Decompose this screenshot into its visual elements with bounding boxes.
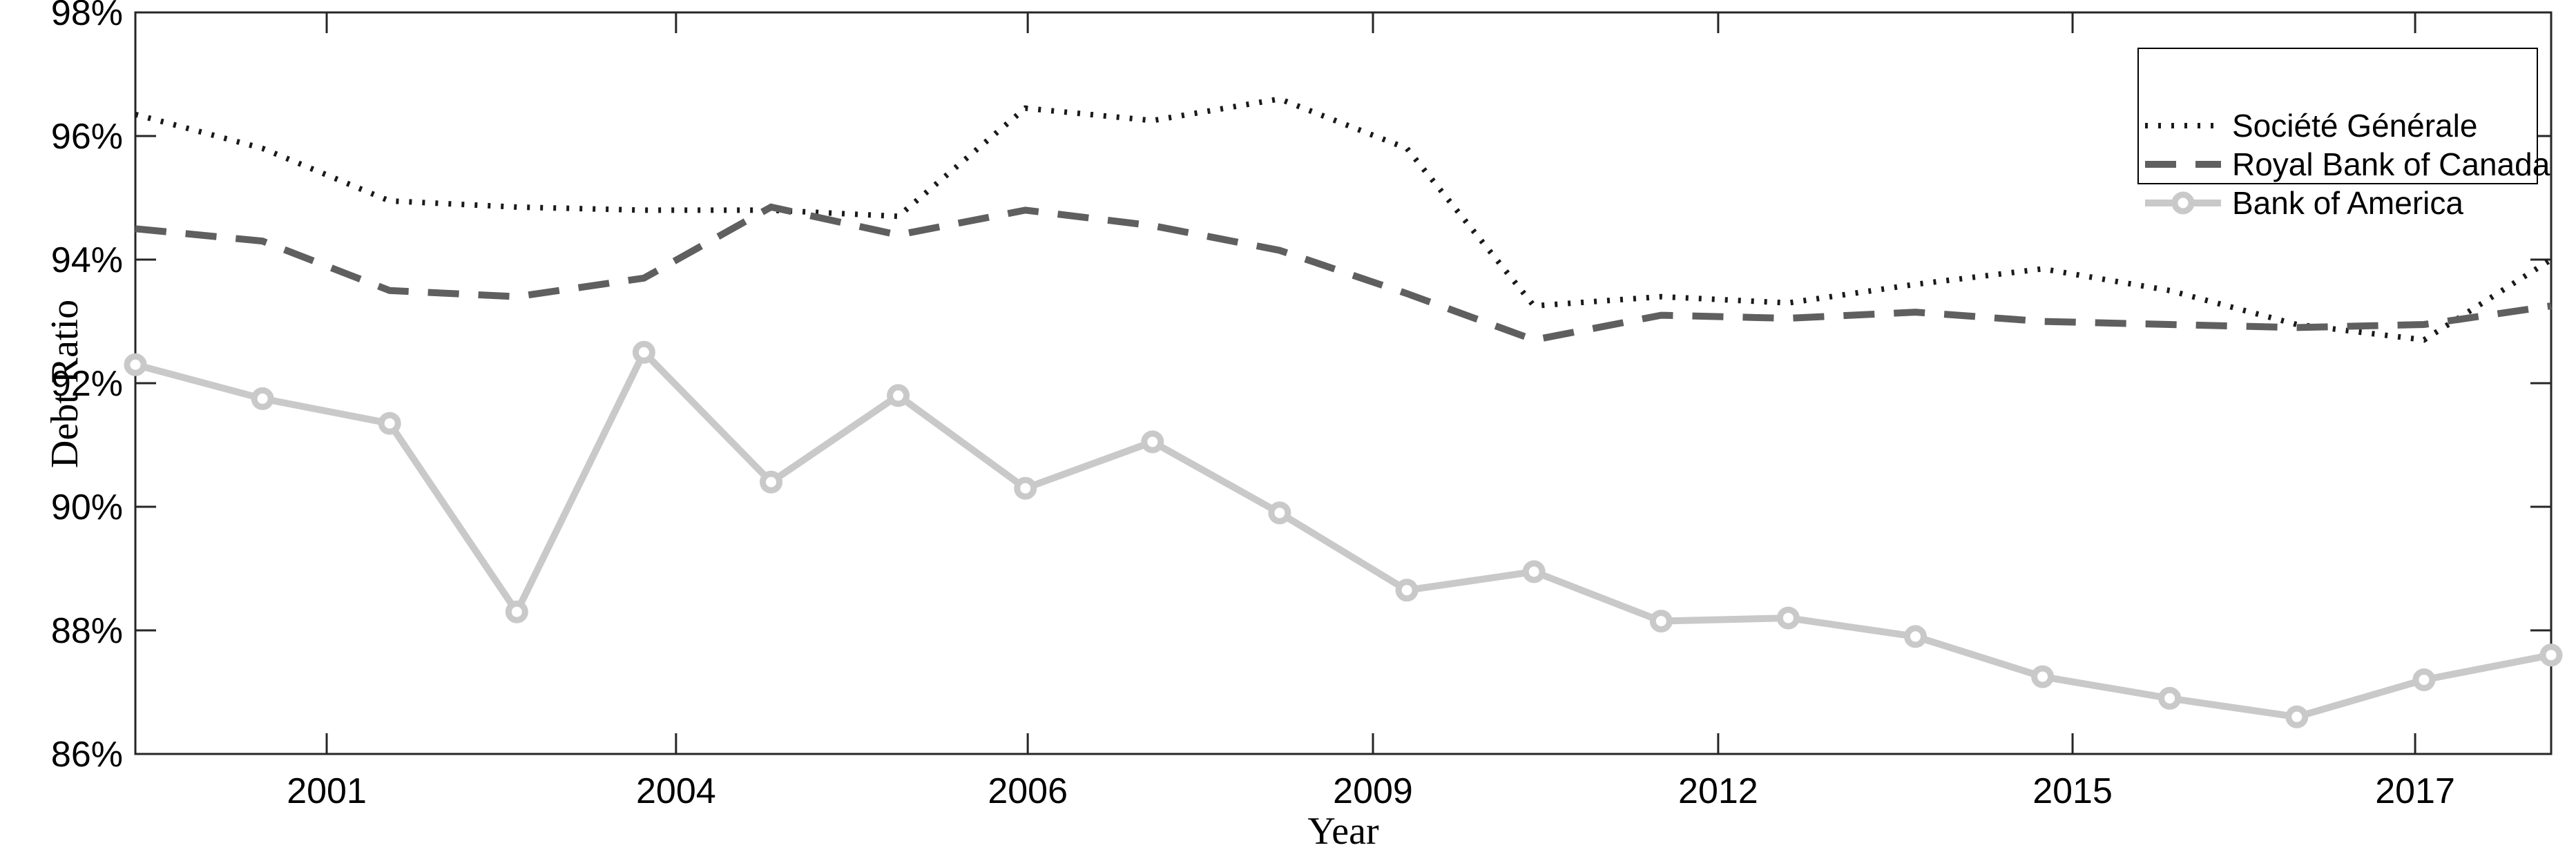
y-tick-label: 92% — [51, 364, 123, 404]
series-marker — [1268, 501, 1291, 525]
x-tick-label: 2017 — [2375, 771, 2455, 811]
series-marker — [1776, 606, 1800, 630]
series-marker — [1395, 579, 1419, 602]
legend-marker-sample — [2171, 191, 2195, 215]
series-marker — [1014, 476, 1037, 500]
series-line — [134, 346, 2552, 721]
series-marker — [505, 600, 528, 623]
series-marker — [2412, 668, 2436, 692]
x-tick-label: 2006 — [988, 771, 1068, 811]
legend-item-bank-of-america: Bank of America — [2145, 185, 2463, 221]
legend-item-royal-bank-of-canada: Royal Bank of Canada — [2145, 146, 2550, 182]
x-tick-label: 2012 — [1678, 771, 1758, 811]
y-tick-label: 94% — [51, 240, 123, 280]
x-axis-label: Year — [1307, 810, 1379, 852]
x-tick-label: 2001 — [287, 771, 367, 811]
y-axis-label: Debt Ratio — [44, 300, 86, 468]
x-axis-ticks: 2001 2004 2006 2009 2012 2015 2017 — [287, 12, 2455, 811]
series-marker — [2539, 643, 2563, 667]
series-marker — [378, 412, 401, 435]
series-marker — [760, 470, 782, 494]
series-line — [135, 203, 2552, 344]
series-marker — [251, 387, 274, 410]
series-marker — [887, 384, 910, 407]
series-marker — [2031, 665, 2055, 688]
legend-item-societe-generale: Société Générale — [2145, 108, 2477, 144]
series-marker — [1904, 625, 1927, 648]
series-marker — [1649, 610, 1673, 633]
x-tick-label: 2004 — [636, 771, 716, 811]
legend-item-label: Bank of America — [2232, 185, 2463, 221]
series-bank-of-america — [124, 340, 2563, 728]
series-marker — [2285, 705, 2309, 728]
series-marker — [124, 353, 147, 376]
series-marker — [2158, 686, 2182, 710]
y-tick-label: 96% — [51, 117, 123, 157]
series-royal-bank-of-canada — [135, 203, 2552, 344]
legend-item-label: Société Générale — [2232, 108, 2477, 144]
x-tick-label: 2015 — [2032, 771, 2113, 811]
y-tick-label: 98% — [51, 0, 123, 33]
y-tick-label: 88% — [51, 611, 123, 651]
y-axis-ticks: 98% 96% 94% 92% 90% 88% 86% — [51, 0, 2551, 775]
legend-item-label: Royal Bank of Canada — [2232, 146, 2550, 182]
y-tick-label: 86% — [51, 735, 123, 775]
y-tick-label: 90% — [51, 487, 123, 527]
series-marker — [1522, 560, 1546, 583]
plot-area: 98% 96% 94% 92% 90% 88% 86% 2001 2004 2006 2009 201… — [51, 0, 2563, 811]
series-marker — [1141, 430, 1164, 454]
series-marker — [632, 340, 655, 364]
x-tick-label: 2009 — [1333, 771, 1413, 811]
